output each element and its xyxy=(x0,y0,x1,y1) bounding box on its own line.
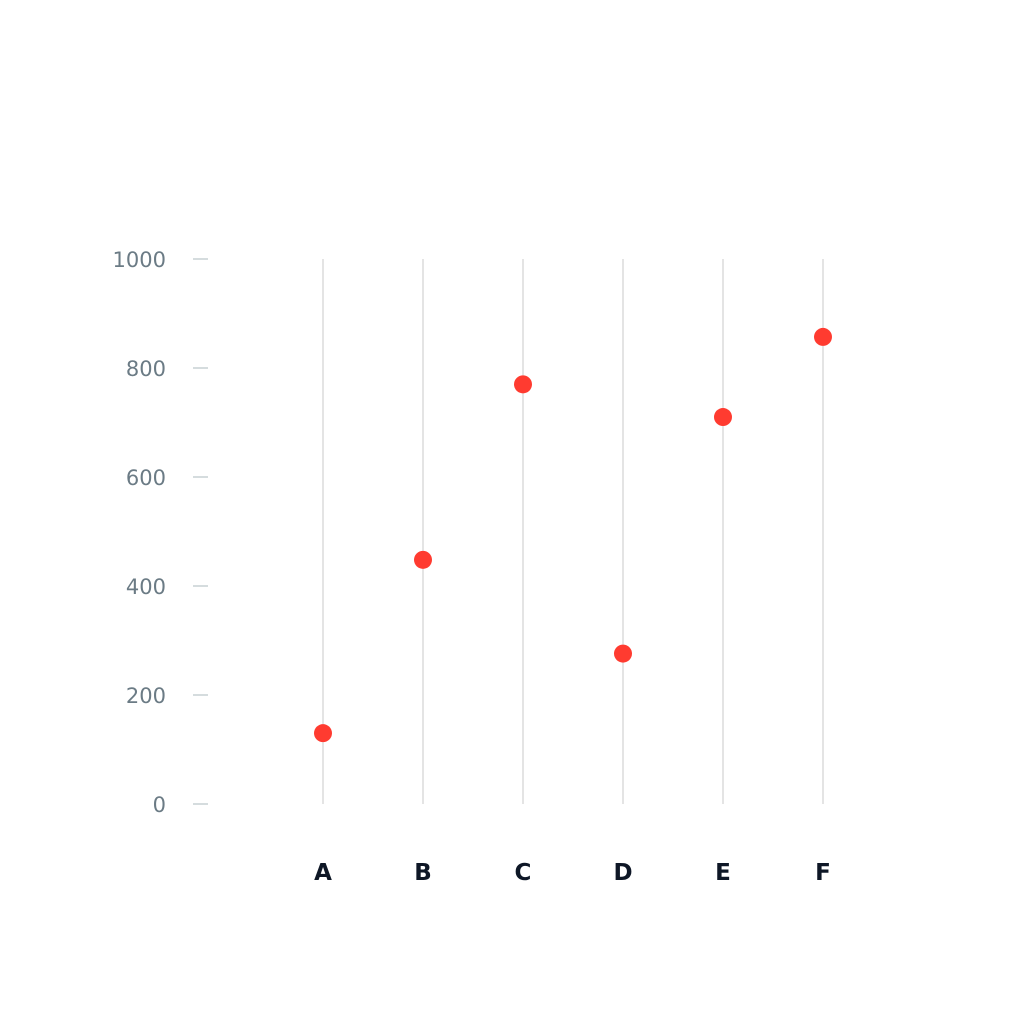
data-point-f xyxy=(814,327,832,346)
y-tick-label: 600 xyxy=(126,466,166,490)
category-label: E xyxy=(715,860,731,886)
category-label: D xyxy=(613,860,632,886)
category-label: B xyxy=(414,860,432,886)
data-point-c xyxy=(514,375,532,394)
y-axis: 0 200 400 600 800 1000 xyxy=(113,248,208,817)
x-axis: A B C D E F xyxy=(314,860,831,886)
y-tick-label: 0 xyxy=(153,793,166,817)
data-point-d xyxy=(614,644,632,663)
data-point-b xyxy=(414,550,432,569)
category-label: F xyxy=(815,860,831,886)
y-tick-label: 200 xyxy=(126,684,166,708)
data-point-e xyxy=(714,408,732,427)
data-point-a xyxy=(314,724,332,743)
data-points xyxy=(314,327,832,743)
category-label: C xyxy=(515,860,532,886)
y-tick-label: 1000 xyxy=(113,248,166,272)
y-tick-label: 800 xyxy=(126,357,166,381)
category-label: A xyxy=(314,860,332,886)
y-tick-label: 400 xyxy=(126,575,166,599)
category-grid xyxy=(322,259,824,804)
